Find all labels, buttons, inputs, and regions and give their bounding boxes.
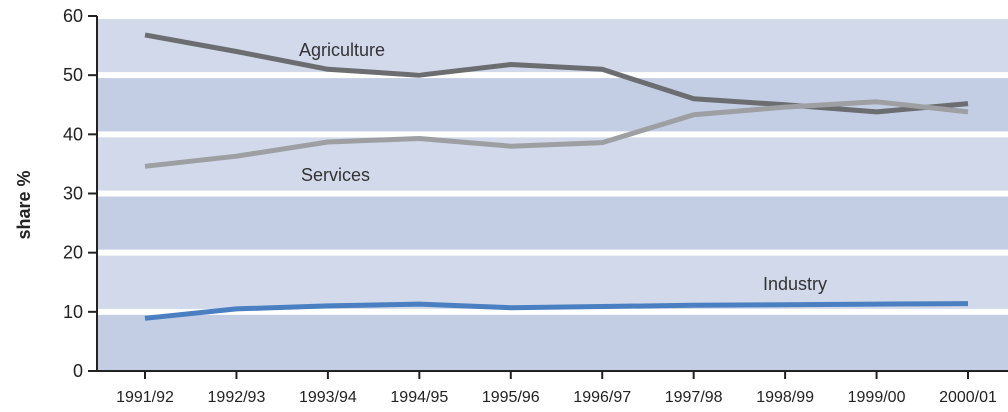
- y-axis-title: share %: [14, 170, 34, 239]
- x-tick-label: 1996/97: [573, 389, 631, 406]
- series-line-industry: [144, 301, 969, 321]
- y-tick-label: 20: [63, 243, 83, 263]
- x-tick-label: 1997/98: [665, 389, 723, 406]
- x-tick-label: 1992/93: [208, 389, 266, 406]
- series-labels: Agriculture Services Industry: [299, 40, 827, 294]
- y-tick-label: 50: [63, 65, 83, 85]
- series-label-agriculture: Agriculture: [299, 40, 385, 60]
- series-label-industry: Industry: [763, 274, 827, 294]
- x-axis-ticks: 1991/92 1992/93 1993/94 1994/95 1995/96 1996/…: [116, 371, 997, 406]
- x-tick-label: 1994/95: [390, 389, 448, 406]
- y-tick-label: 10: [63, 302, 83, 322]
- y-axis-ticks: 0 10 20 30 40 50 60: [63, 6, 97, 381]
- x-tick-label: 1998/99: [756, 389, 814, 406]
- series-label-services: Services: [301, 165, 370, 185]
- plot-band: [97, 311, 1008, 371]
- series-line-services: [144, 99, 969, 169]
- y-tick-label: 0: [73, 361, 83, 381]
- y-tick-label: 60: [63, 6, 83, 26]
- x-tick-label: 1991/92: [116, 389, 174, 406]
- series-line-agriculture: [144, 32, 969, 115]
- plot-band: [97, 75, 1008, 135]
- y-tick-label: 30: [63, 184, 83, 204]
- x-tick-label: 1999/00: [848, 389, 906, 406]
- plot-band: [97, 193, 1008, 253]
- y-tick-label: 40: [63, 124, 83, 144]
- gridlines: [97, 13, 1008, 315]
- x-tick-label: 1995/96: [482, 389, 540, 406]
- x-tick-label: 1993/94: [299, 389, 357, 406]
- series-lines: [144, 32, 969, 321]
- x-tick-label: 2000/01: [939, 389, 997, 406]
